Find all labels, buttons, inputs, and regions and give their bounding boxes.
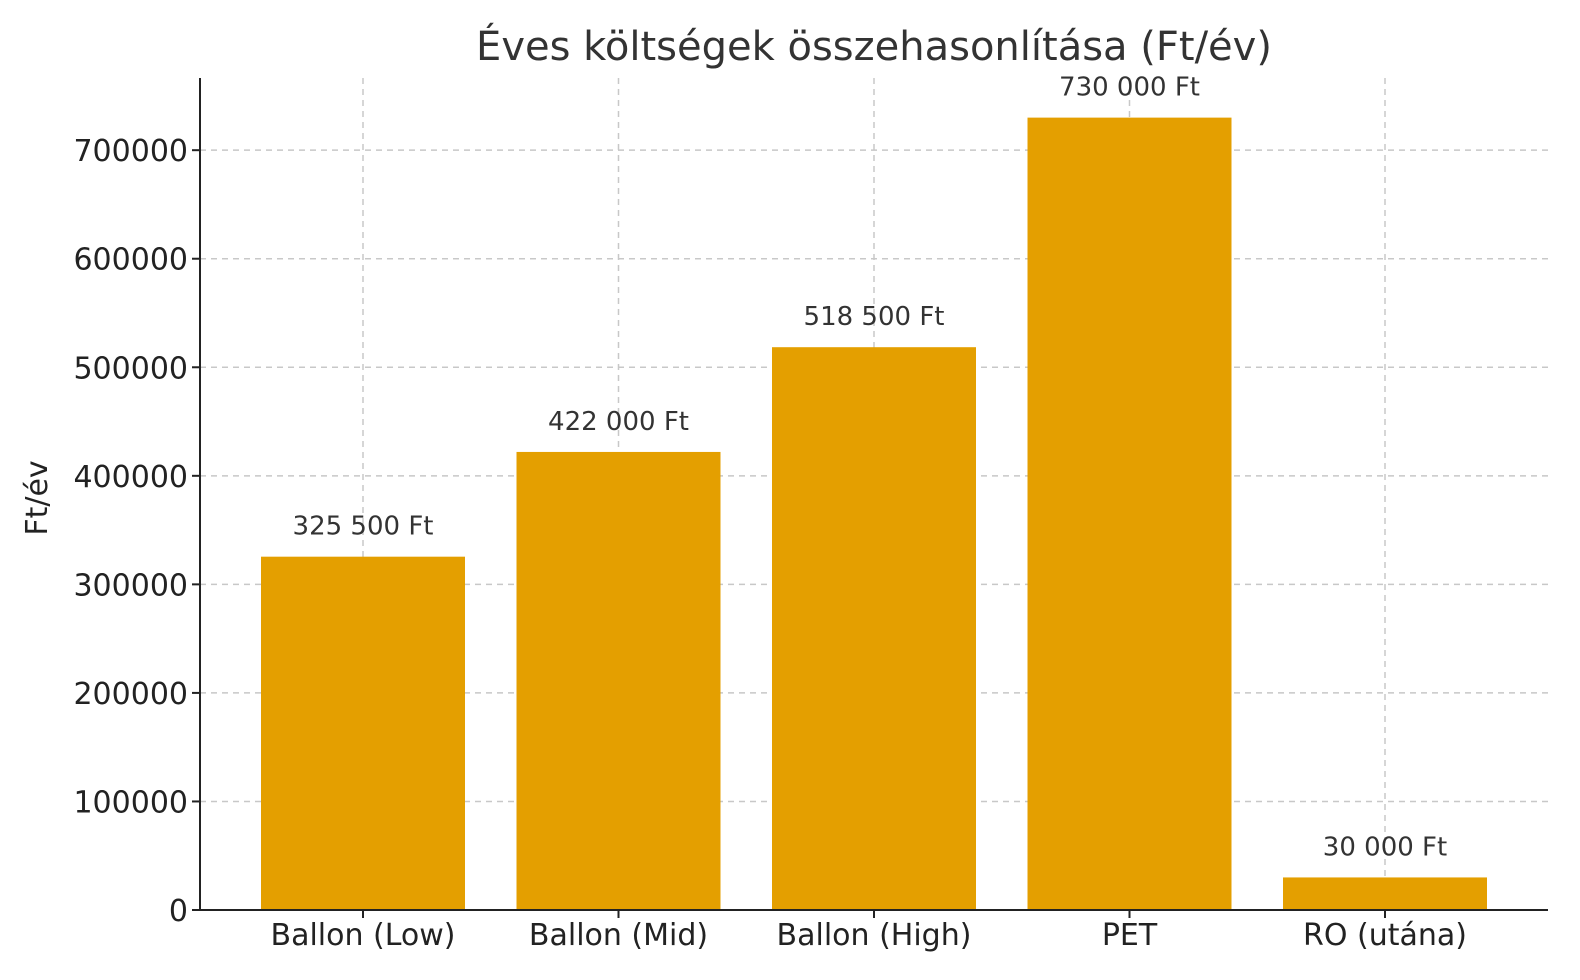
- bar: [261, 556, 465, 910]
- data-label: 422 000 Ft: [548, 407, 689, 437]
- bar: [772, 347, 976, 910]
- chart-title: Éves költségek összehasonlítása (Ft/év): [476, 22, 1272, 70]
- x-tick-label: Ballon (Mid): [529, 918, 708, 953]
- data-labels: 325 500 Ft 422 000 Ft 518 500 Ft 730 000 Ft…: [293, 73, 1448, 863]
- x-tick-label: Ballon (High): [777, 918, 972, 953]
- x-tick-label: PET: [1102, 918, 1158, 953]
- x-axis-ticks: Ballon (Low) Ballon (Mid) Ballon (High) PET…: [270, 910, 1467, 953]
- data-label: 730 000 Ft: [1059, 73, 1200, 103]
- data-label: 518 500 Ft: [804, 302, 945, 332]
- y-tick-label: 500000: [73, 351, 188, 386]
- data-label: 30 000 Ft: [1323, 832, 1447, 862]
- y-tick-label: 200000: [73, 677, 188, 712]
- y-tick-label: 700000: [73, 134, 188, 169]
- y-tick-label: 300000: [73, 568, 188, 603]
- y-axis-label: Ft/év: [20, 460, 55, 535]
- y-tick-label: 0: [169, 894, 188, 929]
- y-tick-label: 400000: [73, 460, 188, 495]
- bar: [1027, 117, 1232, 911]
- x-tick-label: Ballon (Low): [270, 918, 455, 953]
- y-tick-label: 100000: [73, 785, 188, 820]
- bar: [1283, 877, 1487, 910]
- bars: [261, 117, 1487, 911]
- bar: [516, 451, 721, 910]
- data-label: 325 500 Ft: [293, 512, 434, 542]
- x-tick-label: RO (utána): [1303, 918, 1467, 953]
- y-axis-ticks: 0 100000 200000 300000 400000 500000 600000 700…: [73, 134, 200, 929]
- y-tick-label: 600000: [73, 243, 188, 278]
